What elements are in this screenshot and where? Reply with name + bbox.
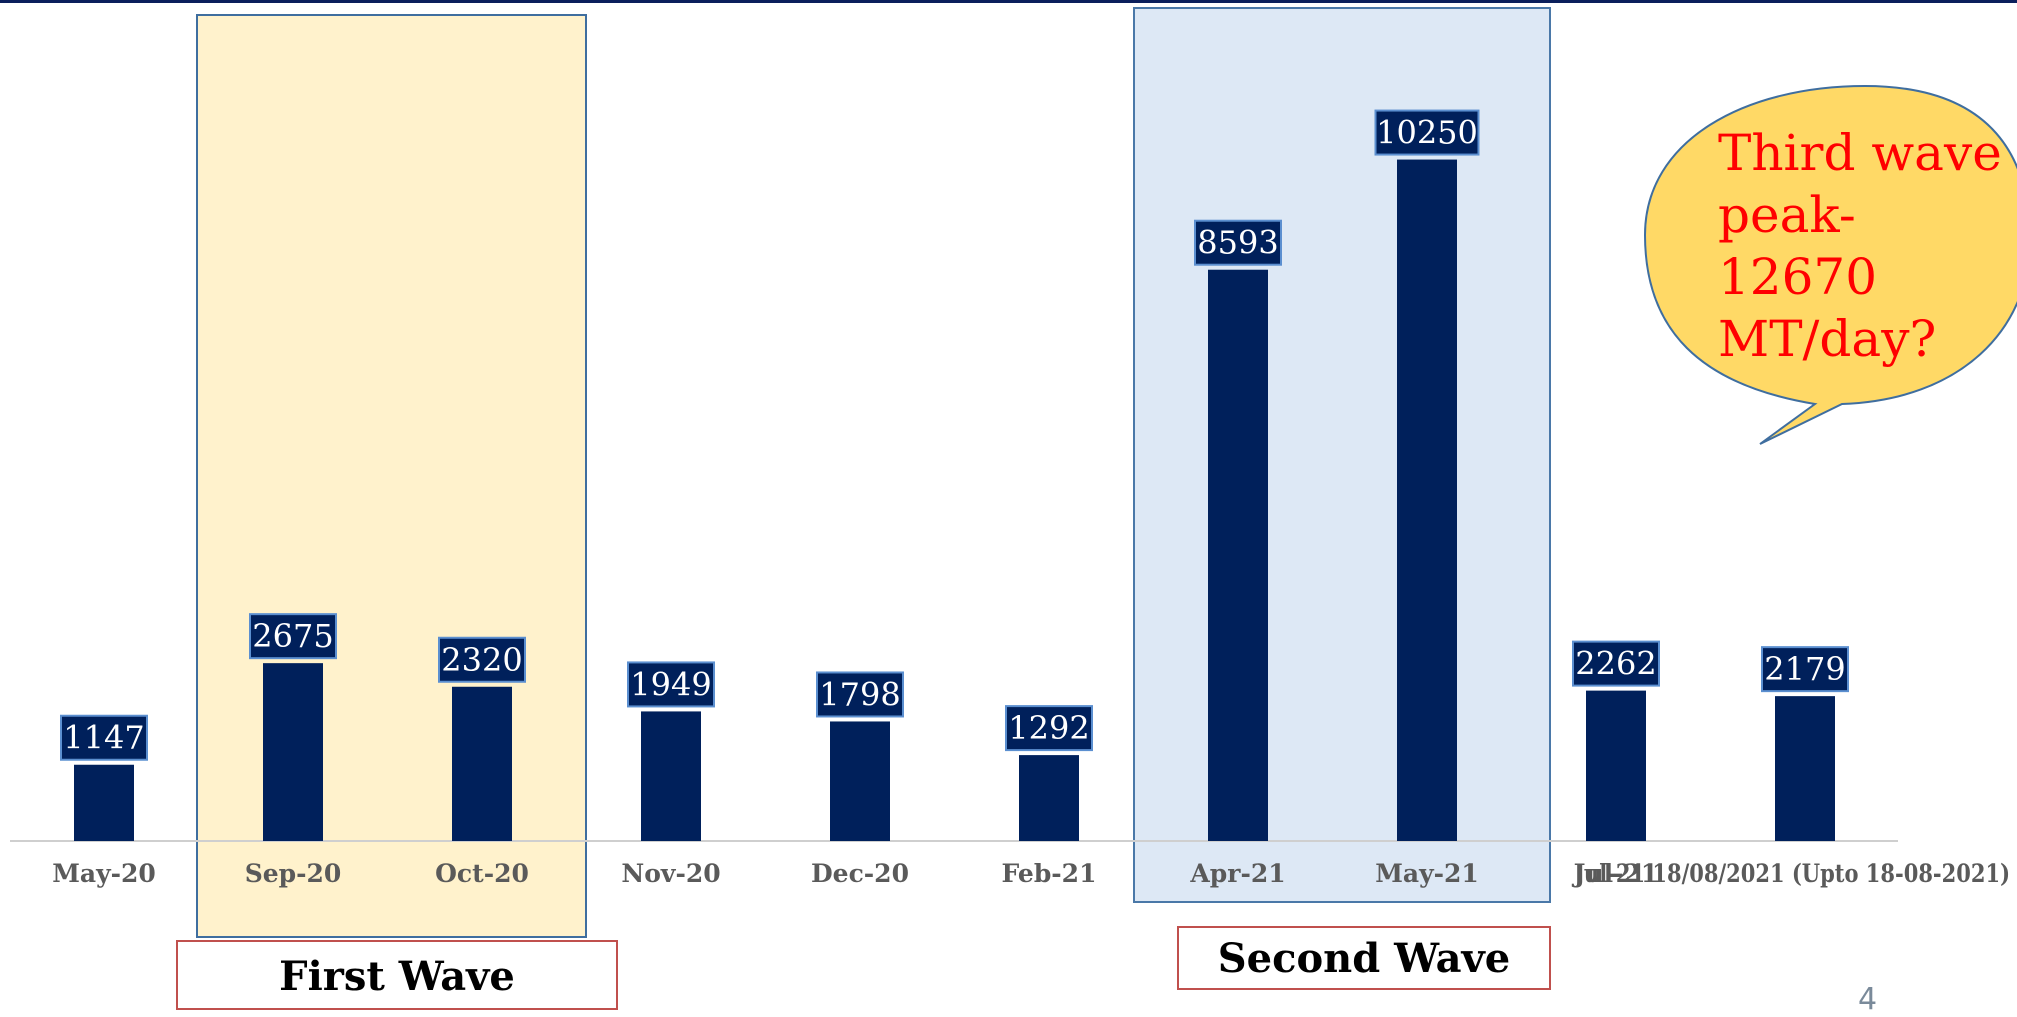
x-tick-label-5: Feb-21 [1002, 859, 1097, 888]
data-label-box-5 [1005, 705, 1093, 752]
x-tick-label-2: Oct-20 [435, 859, 529, 888]
data-label-box-6 [1194, 219, 1282, 266]
data-label-9: 2179 [1764, 650, 1845, 688]
data-label-box-2 [438, 636, 526, 683]
data-label-0: 1147 [63, 719, 144, 757]
bar-5 [1019, 755, 1079, 841]
data-label-4: 1798 [819, 675, 900, 713]
data-label-5: 1292 [1008, 709, 1089, 747]
x-tick-label-7: May-21 [1375, 859, 1479, 888]
data-label-1: 2675 [252, 617, 333, 655]
data-label-box-9 [1761, 646, 1849, 693]
second-wave-band [1133, 7, 1551, 903]
callout-line-3: 12670 [1718, 248, 1878, 306]
callout-line-2: peak- [1718, 186, 1856, 244]
data-label-box-1 [249, 613, 337, 660]
data-label-7: 10250 [1376, 114, 1478, 152]
page-number: 4 [1858, 982, 1878, 1017]
bar-0 [74, 764, 134, 841]
bar-8 [1586, 690, 1646, 841]
x-tick-label-4: Dec-20 [811, 859, 909, 888]
data-label-2: 2320 [441, 641, 522, 679]
x-tick-label-0: May-20 [52, 859, 156, 888]
x-tick-label-9: Jul-21 18/08/2021 (Upto 18-08-2021) [1572, 859, 2010, 888]
first-wave-label: First Wave [176, 940, 618, 1010]
first-wave-band [196, 14, 587, 938]
bar-1 [263, 663, 323, 841]
callout-line-1: Third wave [1718, 124, 2002, 182]
bar-7 [1397, 159, 1457, 841]
data-label-6: 8593 [1197, 224, 1278, 262]
x-tick-label-1: Sep-20 [245, 859, 342, 888]
data-label-3: 1949 [630, 665, 711, 703]
x-tick-label-6: Apr-21 [1189, 859, 1285, 888]
speech-bubble-shape [1643, 84, 2017, 445]
bar-4 [830, 721, 890, 841]
data-label-box-7 [1374, 109, 1480, 156]
second-wave-label: Second Wave [1177, 926, 1551, 990]
data-label-box-0 [60, 714, 148, 761]
third-wave-callout: Third wave peak- 12670 MT/day? [1718, 122, 2008, 370]
top-rule [0, 0, 2017, 3]
data-label-8: 2262 [1575, 645, 1656, 683]
x-tick-label-3: Nov-20 [621, 859, 720, 888]
data-label-box-4 [816, 671, 904, 718]
callout-line-4: MT/day? [1718, 310, 1937, 368]
bar-3 [641, 711, 701, 841]
data-label-box-8 [1572, 640, 1660, 687]
data-label-box-3 [627, 661, 715, 708]
x-tick-label-8: Jul-21 [1572, 859, 1659, 888]
bar-6 [1208, 269, 1268, 841]
bar-2 [452, 686, 512, 841]
bar-9 [1775, 696, 1835, 841]
